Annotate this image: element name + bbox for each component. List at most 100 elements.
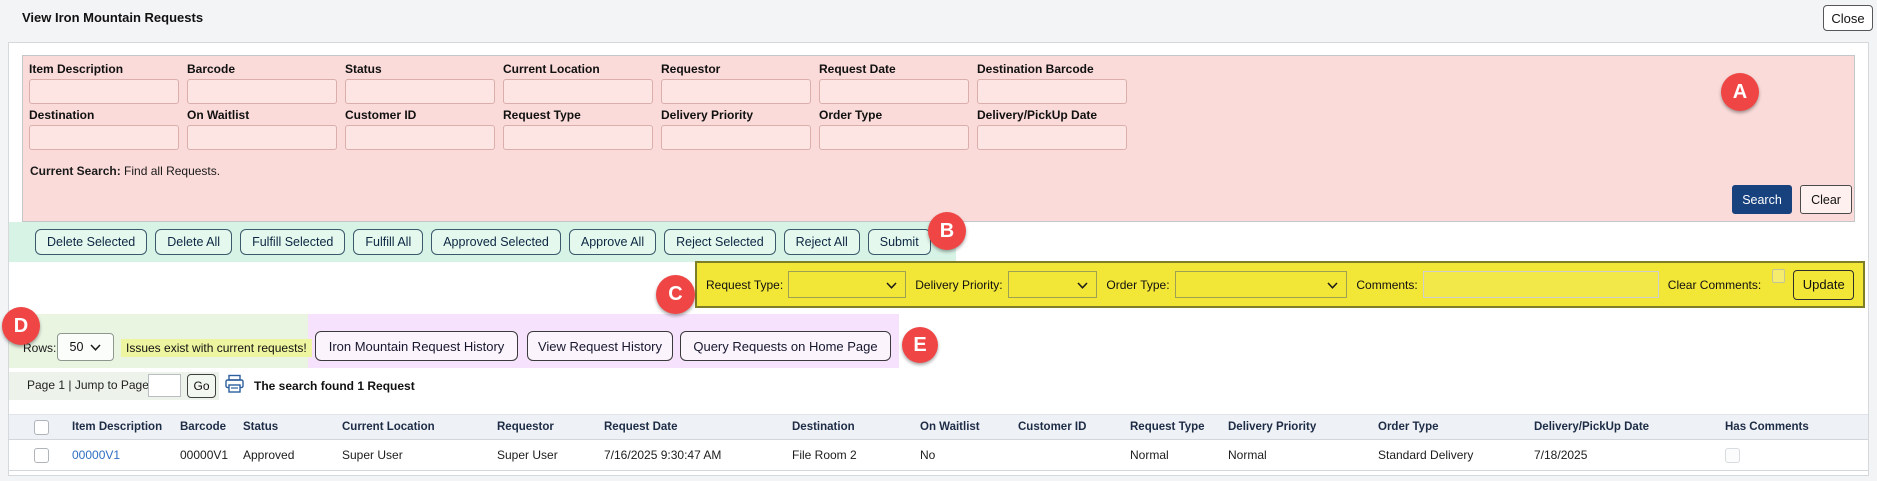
field-customer-id: Customer ID [345, 108, 495, 150]
go-button[interactable]: Go [187, 374, 216, 398]
current-location-input[interactable] [503, 79, 653, 104]
rows-label: Rows: [23, 341, 57, 355]
pagination-band [9, 372, 219, 400]
col-header-delivery-priority: Delivery Priority [1228, 421, 1317, 433]
destination-barcode-input[interactable] [977, 79, 1127, 104]
on-waitlist-input[interactable] [187, 125, 337, 150]
item-description-input[interactable] [29, 79, 179, 104]
jump-to-page-input[interactable] [148, 374, 181, 397]
annotation-marker-c: C [656, 275, 695, 314]
cell-status: Approved [243, 448, 295, 462]
cell-barcode: 00000V1 [180, 448, 229, 462]
table-header-row: Item Description Barcode Status Current … [9, 414, 1868, 440]
request-type-select[interactable] [788, 271, 907, 298]
field-destination: Destination [29, 108, 179, 150]
request-type-input[interactable] [503, 125, 653, 150]
reject-all-button[interactable]: Reject All [783, 229, 860, 255]
delete-all-button[interactable]: Delete All [155, 229, 233, 255]
submit-button[interactable]: Submit [867, 229, 931, 255]
col-header-order-type: Order Type [1378, 421, 1439, 433]
col-header-requestor: Requestor [497, 421, 554, 433]
order-type-input[interactable] [819, 125, 969, 150]
col-header-barcode: Barcode [180, 421, 227, 433]
customer-id-input[interactable] [345, 125, 495, 150]
cell-delivery-pickup-date: 7/18/2025 [1534, 448, 1588, 462]
clear-button[interactable]: Clear [1800, 185, 1852, 214]
clear-comments-checkbox[interactable] [1772, 269, 1786, 283]
cell-current-location: Super User [342, 448, 403, 462]
field-request-date: Request Date [819, 62, 969, 104]
cell-destination: File Room 2 [792, 448, 857, 462]
page-title: View Iron Mountain Requests [22, 10, 204, 25]
reject-selected-button[interactable]: Reject Selected [664, 229, 776, 255]
table-row: 00000V1 00000V1 Approved Super User Supe… [9, 440, 1868, 471]
field-label: Customer ID [345, 108, 417, 122]
field-label: On Waitlist [187, 108, 250, 122]
cell-delivery-priority: Normal [1228, 448, 1267, 462]
requestor-input[interactable] [661, 79, 811, 104]
field-order-type: Order Type [819, 108, 969, 150]
col-header-item-description: Item Description [72, 421, 163, 433]
search-result-count: The search found 1 Request [254, 379, 415, 393]
item-description-link[interactable]: 00000V1 [72, 448, 121, 462]
field-label: Requestor [661, 62, 721, 76]
field-label: Delivery/PickUp Date [977, 108, 1098, 122]
query-requests-home-page-button[interactable]: Query Requests on Home Page [680, 331, 891, 361]
chevron-down-icon [1327, 282, 1338, 289]
col-header-request-date: Request Date [604, 421, 678, 433]
view-request-history-button[interactable]: View Request History [527, 331, 673, 361]
cell-request-type: Normal [1130, 448, 1169, 462]
request-date-input[interactable] [819, 79, 969, 104]
col-header-on-waitlist: On Waitlist [920, 421, 980, 433]
col-header-request-type: Request Type [1130, 421, 1205, 433]
cell-order-type: Standard Delivery [1378, 448, 1474, 462]
chevron-down-icon [90, 343, 102, 351]
col-header-current-location: Current Location [342, 421, 435, 433]
delivery-priority-label: Delivery Priority: [915, 277, 1003, 292]
col-header-customer-id: Customer ID [1018, 421, 1087, 433]
field-request-type: Request Type [503, 108, 653, 150]
field-label: Destination Barcode [977, 62, 1094, 76]
current-search-value: Find all Requests. [124, 164, 221, 178]
field-label: Current Location [503, 62, 600, 76]
col-header-status: Status [243, 421, 279, 433]
search-panel: Item Description Barcode Status Current … [22, 55, 1855, 222]
field-delivery-pickup-date: Delivery/PickUp Date [977, 108, 1127, 150]
fulfill-all-button[interactable]: Fulfill All [353, 229, 424, 255]
delivery-priority-input[interactable] [661, 125, 811, 150]
iron-mountain-request-history-button[interactable]: Iron Mountain Request History [315, 331, 518, 361]
rows-per-page-select[interactable]: 50 [57, 333, 114, 361]
chevron-down-icon [886, 282, 897, 289]
comments-input[interactable] [1422, 271, 1659, 298]
field-label: Delivery Priority [661, 108, 754, 122]
cell-item-description: 00000V1 [72, 448, 180, 462]
update-button[interactable]: Update [1793, 269, 1854, 300]
row-checkbox[interactable] [34, 447, 49, 463]
approve-all-button[interactable]: Approve All [568, 229, 657, 255]
delivery-priority-select[interactable] [1007, 271, 1098, 298]
search-button[interactable]: Search [1732, 185, 1792, 214]
field-status: Status [345, 62, 495, 104]
delivery-pickup-date-input[interactable] [977, 125, 1127, 150]
close-button[interactable]: Close [1823, 5, 1873, 31]
printer-icon[interactable] [224, 374, 245, 394]
delete-selected-button[interactable]: Delete Selected [35, 229, 148, 255]
select-all-checkbox[interactable] [34, 419, 49, 435]
destination-input[interactable] [29, 125, 179, 150]
current-search-line: Current Search: Find all Requests. [30, 164, 220, 178]
barcode-input[interactable] [187, 79, 337, 104]
field-label: Request Type [503, 108, 581, 122]
status-input[interactable] [345, 79, 495, 104]
cell-has-comments [1725, 447, 1865, 463]
field-barcode: Barcode [187, 62, 337, 104]
field-item-description: Item Description [29, 62, 179, 104]
action-bar: Delete Selected Delete All Fulfill Selec… [9, 222, 956, 262]
field-current-location: Current Location [503, 62, 653, 104]
approved-selected-button[interactable]: Approved Selected [431, 229, 561, 255]
field-label: Request Date [819, 62, 896, 76]
row-select-cell [34, 447, 72, 463]
request-type-label: Request Type: [706, 277, 784, 292]
order-type-select[interactable] [1174, 271, 1348, 298]
fulfill-selected-button[interactable]: Fulfill Selected [240, 229, 346, 255]
content-panel: Item Description Barcode Status Current … [8, 42, 1869, 476]
